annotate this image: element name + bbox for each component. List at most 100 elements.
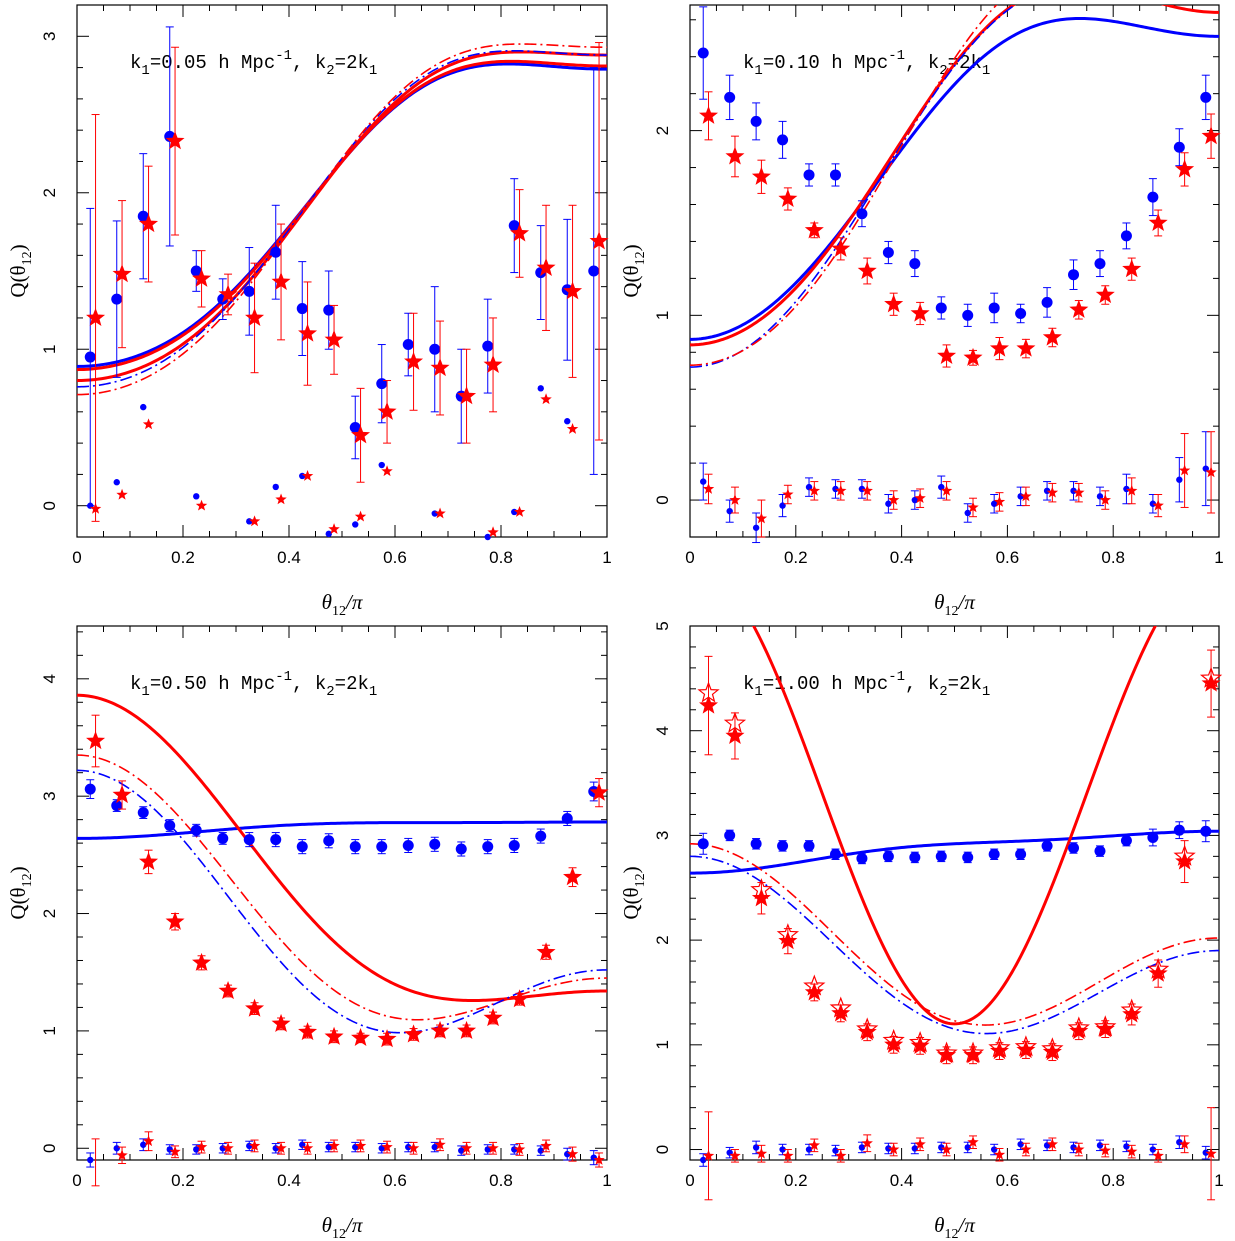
model-curve-dashdot [77,769,607,1034]
data-point [1015,307,1027,319]
data-point [1041,840,1053,852]
data-point [1020,490,1032,502]
data-point [935,302,947,314]
data-point [885,500,892,507]
data-point [1099,1144,1111,1156]
data-point [270,834,282,846]
data-point [275,493,287,505]
data-point [1123,1143,1130,1150]
model-curve-dashdot [77,754,607,1021]
data-point [778,931,798,950]
model-curve-solid [690,829,1219,875]
x-tick-label: 0.8 [1101,548,1125,567]
data-point [84,351,96,363]
data-point [778,188,798,208]
model-curve-solid [77,820,607,840]
data-point [328,523,340,535]
panel-annotation: k1=0.50 h Mpc-1, k2=2k1 [130,669,377,700]
data-point [1046,486,1059,498]
data-point [324,329,344,348]
data-point [702,1149,715,1161]
data-point [1094,1015,1117,1037]
data-point [803,840,815,852]
data-point [537,1147,544,1154]
data-point [729,494,741,505]
data-point [885,1145,892,1152]
data-point [993,495,1006,507]
data-point [782,488,794,500]
data-point [137,807,149,819]
data-point [962,309,974,321]
x-tick-label: 1 [1214,1171,1223,1190]
data-point [407,1142,420,1154]
data-point [751,166,771,185]
x-tick-label: 0.2 [171,1171,195,1190]
data-point [990,500,998,507]
data-point [301,1142,314,1154]
data-point [1095,285,1115,304]
data-point [993,1148,1006,1160]
data-point [1173,844,1196,866]
data-point [508,839,520,851]
data-point [1178,1138,1191,1150]
data-point [1122,259,1142,278]
data-point [1068,842,1080,854]
data-point [563,867,583,886]
data-point [298,323,318,342]
data-point [882,247,894,259]
data-point [325,530,332,538]
data-point [697,681,720,703]
model-curve-dashdot [690,5,1017,368]
data-point [755,512,768,524]
plot-frame [76,4,608,538]
data-point [1120,835,1132,847]
data-point [536,942,556,961]
data-point [829,169,841,181]
data-point [1094,845,1106,857]
model-curves [690,5,1219,368]
data-point [195,1141,208,1152]
y-tick-label: 0 [653,495,672,504]
data-point [564,418,571,425]
data-point [87,1156,94,1164]
x-tick-label: 1 [602,548,611,567]
data-point [782,1149,794,1161]
data-point [483,1007,503,1027]
data-point [1020,1143,1032,1155]
data-point [272,483,279,491]
model-curve-solid [77,62,607,368]
data-point [699,695,719,714]
data-point [990,1146,998,1153]
series-circle [697,6,1212,327]
data-point [1148,212,1168,232]
data-point [988,848,1000,860]
data-point [430,358,450,377]
data-point [190,265,202,277]
data-point [483,354,503,373]
data-point [1014,1035,1038,1057]
panel-annotation: k1=0.10 h Mpc-1, k2=2k1 [743,48,990,79]
data-point [192,268,212,287]
model-curve-dashdot [690,5,998,367]
data-point [116,488,128,500]
panel-top-right: 0 0.2 0.4 0.6 0.8 1 0 1 2 θ12/π Q(θ12) k1=0.10 h Mp… [619,4,1224,619]
data-point [832,1147,839,1154]
data-point [882,1028,905,1051]
data-point [86,307,106,327]
x-tick-label: 0.4 [277,1171,301,1190]
y-tick-label: 4 [40,674,59,683]
data-point [937,345,957,365]
data-point [217,832,229,844]
data-point [270,246,282,258]
data-point [700,1156,707,1164]
data-point [248,1139,261,1151]
data-point [1042,327,1062,346]
data-point [139,214,159,233]
data-point [457,386,477,405]
y-tick-label: 1 [40,1026,59,1035]
data-point [1178,464,1191,476]
data-point [1173,824,1185,836]
x-tick-label: 0 [72,1171,81,1190]
data-point [1205,466,1217,478]
data-point [405,1143,412,1151]
